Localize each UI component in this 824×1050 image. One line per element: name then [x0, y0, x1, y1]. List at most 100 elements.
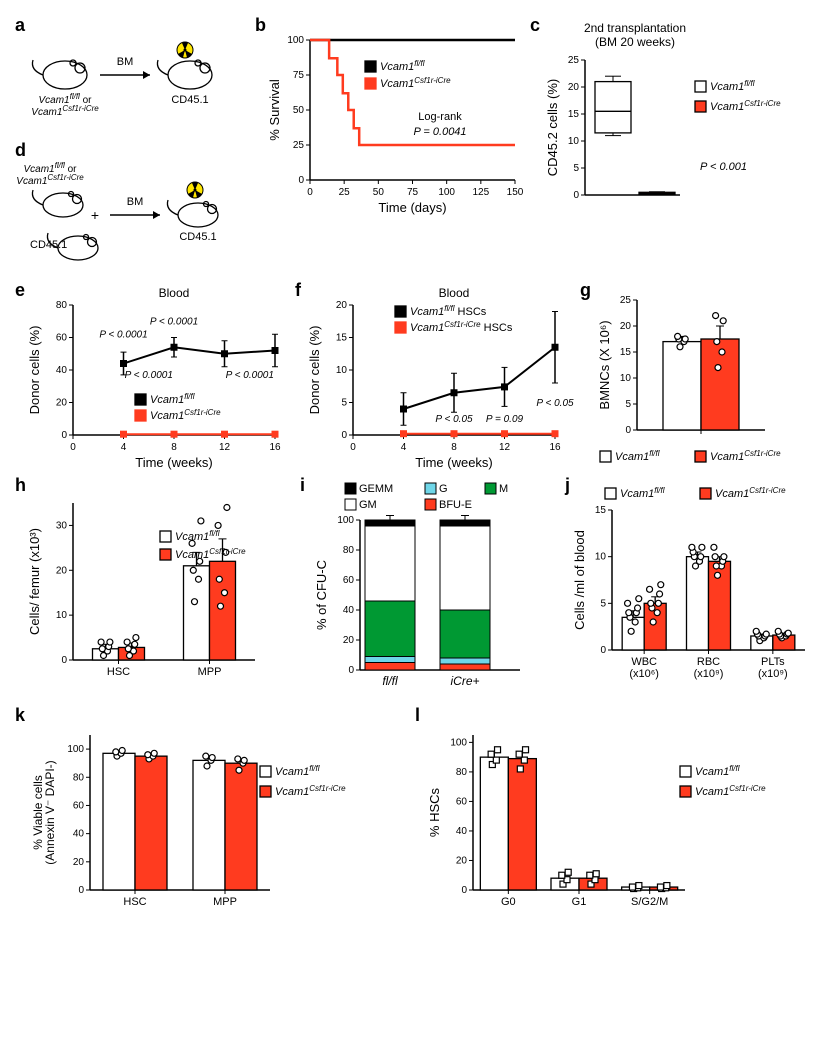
- svg-text:Vcam1fl/fl HSCs: Vcam1fl/fl HSCs: [410, 304, 487, 318]
- svg-text:P < 0.0001: P < 0.0001: [125, 370, 173, 381]
- svg-text:12: 12: [499, 442, 511, 453]
- svg-text:0: 0: [61, 430, 67, 441]
- svg-text:Cells/ femur (x10³): Cells/ femur (x10³): [27, 528, 42, 635]
- svg-text:40: 40: [56, 365, 68, 376]
- svg-text:15: 15: [595, 505, 607, 516]
- svg-text:P < 0.0001: P < 0.0001: [99, 330, 147, 341]
- svg-text:CD45.2 cells (%): CD45.2 cells (%): [545, 79, 560, 177]
- svg-text:30: 30: [56, 520, 68, 531]
- svg-text:10: 10: [568, 136, 580, 147]
- svg-text:20: 20: [56, 398, 68, 409]
- figure: a b c d e f g h i j k l Vcam1fl/fl or Vc…: [10, 10, 814, 1040]
- svg-text:PLTs: PLTs: [761, 656, 785, 668]
- svg-text:(x10⁶): (x10⁶): [629, 668, 659, 680]
- svg-text:10: 10: [336, 365, 348, 376]
- panel-b-chart: 02550751000255075100125150Vcam1fl/flVcam…: [265, 25, 525, 225]
- svg-text:Vcam1fl/fl: Vcam1fl/fl: [620, 486, 665, 500]
- svg-text:M: M: [499, 483, 508, 495]
- svg-text:Vcam1Csf1r-iCre: Vcam1Csf1r-iCre: [16, 173, 84, 187]
- svg-text:% HSCs: % HSCs: [427, 787, 442, 837]
- svg-text:0: 0: [350, 442, 356, 453]
- svg-text:60: 60: [73, 800, 85, 811]
- svg-text:100: 100: [337, 515, 354, 526]
- svg-text:Vcam1fl/fl: Vcam1fl/fl: [695, 764, 740, 778]
- svg-text:0: 0: [348, 665, 354, 676]
- svg-text:Time (weeks): Time (weeks): [135, 455, 213, 470]
- svg-text:GM: GM: [359, 499, 377, 511]
- svg-text:4: 4: [121, 442, 127, 453]
- svg-text:20: 20: [568, 82, 580, 93]
- mouse-donor2-icon: [47, 233, 98, 260]
- svg-text:Blood: Blood: [159, 286, 190, 300]
- svg-text:8: 8: [451, 442, 457, 453]
- svg-text:10: 10: [56, 610, 68, 621]
- label-d: d: [15, 140, 26, 161]
- label-e: e: [15, 280, 25, 301]
- svg-text:Vcam1fl/fl: Vcam1fl/fl: [175, 529, 220, 543]
- svg-text:BMNCs (X 10⁶): BMNCs (X 10⁶): [597, 320, 612, 409]
- svg-text:P < 0.05: P < 0.05: [536, 398, 574, 409]
- svg-text:15: 15: [568, 109, 580, 120]
- svg-text:P < 0.0001: P < 0.0001: [150, 317, 198, 328]
- svg-text:Vcam1fl/fl: Vcam1fl/fl: [150, 392, 195, 406]
- svg-text:5: 5: [341, 398, 347, 409]
- svg-text:25: 25: [339, 187, 351, 198]
- svg-text:Vcam1fl/fl: Vcam1fl/fl: [615, 449, 660, 463]
- svg-text:Vcam1Csf1r-iCre: Vcam1Csf1r-iCre: [31, 104, 99, 118]
- radiation-icon-d: [187, 182, 203, 198]
- svg-text:25: 25: [620, 295, 632, 306]
- svg-text:Donor cells (%): Donor cells (%): [27, 326, 42, 415]
- svg-text:125: 125: [472, 187, 489, 198]
- svg-text:Vcam1Csf1r-iCre: Vcam1Csf1r-iCre: [710, 99, 781, 113]
- svg-text:75: 75: [407, 187, 419, 198]
- svg-text:80: 80: [456, 767, 468, 778]
- radiation-icon: [177, 42, 193, 58]
- svg-text:BM: BM: [117, 56, 134, 68]
- svg-text:100: 100: [287, 35, 304, 46]
- svg-text:10: 10: [595, 552, 607, 563]
- svg-text:Vcam1Csf1r-iCre: Vcam1Csf1r-iCre: [715, 486, 786, 500]
- svg-text:5: 5: [600, 598, 606, 609]
- svg-text:Vcam1fl/fl: Vcam1fl/fl: [275, 764, 320, 778]
- svg-text:Vcam1fl/fl: Vcam1fl/fl: [380, 59, 425, 73]
- svg-text:20: 20: [73, 857, 85, 868]
- svg-text:Blood: Blood: [439, 286, 470, 300]
- svg-text:10: 10: [620, 373, 632, 384]
- mouse-recipient-icon: [157, 60, 212, 89]
- panel-c-chart: 2nd transplantation(BM 20 weeks)05101520…: [545, 20, 815, 220]
- svg-text:0: 0: [61, 655, 67, 666]
- svg-text:16: 16: [549, 442, 561, 453]
- label-c: c: [530, 15, 540, 36]
- svg-text:Vcam1Csf1r-iCre: Vcam1Csf1r-iCre: [175, 547, 246, 561]
- svg-text:Vcam1Csf1r-iCre: Vcam1Csf1r-iCre: [380, 76, 451, 90]
- svg-text:fl/fl: fl/fl: [382, 674, 398, 688]
- svg-text:40: 40: [73, 829, 85, 840]
- svg-text:0: 0: [298, 175, 304, 186]
- svg-text:15: 15: [620, 347, 632, 358]
- svg-text:iCre+: iCre+: [450, 674, 479, 688]
- panel-i-chart: 020406080100fl/fliCre+% of CFU-CGEMMGMGB…: [310, 480, 560, 695]
- panel-k-chart: 020406080100HSCMPP% Viable cells(Annexin…: [30, 720, 400, 920]
- svg-text:Vcam1Csf1r-iCre: Vcam1Csf1r-iCre: [150, 408, 221, 422]
- svg-text:75: 75: [293, 70, 305, 81]
- svg-text:100: 100: [450, 737, 467, 748]
- svg-text:20: 20: [336, 300, 348, 311]
- svg-text:8: 8: [171, 442, 177, 453]
- svg-text:RBC: RBC: [697, 656, 720, 668]
- svg-text:Vcam1fl/fl: Vcam1fl/fl: [710, 79, 755, 93]
- svg-text:Cells /ml of blood: Cells /ml of blood: [572, 530, 587, 630]
- label-i: i: [300, 475, 305, 496]
- svg-text:15: 15: [336, 333, 348, 344]
- svg-text:60: 60: [56, 333, 68, 344]
- label-l: l: [415, 705, 420, 726]
- svg-text:CD45.1: CD45.1: [171, 94, 208, 106]
- svg-text:+: +: [91, 207, 99, 223]
- label-f: f: [295, 280, 301, 301]
- svg-text:80: 80: [343, 545, 355, 556]
- svg-text:WBC: WBC: [631, 656, 657, 668]
- svg-text:% Survival: % Survival: [267, 79, 282, 141]
- svg-text:Time (weeks): Time (weeks): [415, 455, 493, 470]
- svg-text:(x10⁹): (x10⁹): [694, 668, 724, 680]
- svg-text:80: 80: [73, 772, 85, 783]
- svg-text:G0: G0: [501, 896, 516, 908]
